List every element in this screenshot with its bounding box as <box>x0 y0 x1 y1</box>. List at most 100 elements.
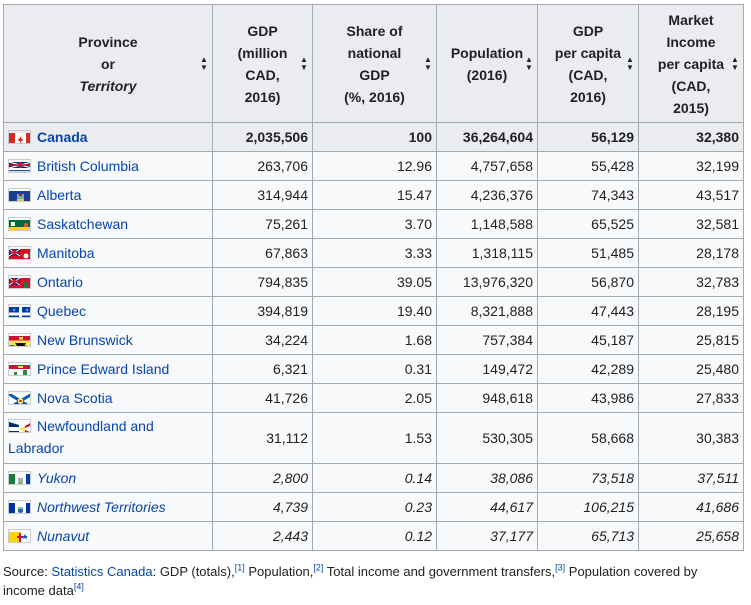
population-cell: 37,177 <box>436 521 538 551</box>
gdp-per-capita-cell: 56,129 <box>537 122 639 152</box>
gdp-per-capita-cell: 43,986 <box>537 383 639 413</box>
table-row: ⚜ ⚜ ⚜ ⚜ Quebec 394,81919.408,321,88847,44328,… <box>3 296 744 326</box>
market-income-cell: 30,383 <box>638 412 744 464</box>
gdp-cell: 2,035,506 <box>212 122 313 152</box>
province-link[interactable]: Quebec <box>37 303 87 319</box>
total-row: Canada 2,035,506 100 36,264,604 56,129 32,380 <box>3 122 744 152</box>
gdp-cell: 41,726 <box>212 383 313 413</box>
market-income-cell: 25,815 <box>638 325 744 355</box>
table-row: Newfoundland and Labrador 31,112 1.53 530,30… <box>3 412 744 464</box>
gdp-per-capita-cell: 47,443 <box>537 296 639 326</box>
province-cell: Nova Scotia <box>3 383 213 413</box>
share-cell: 2.05 <box>312 383 437 413</box>
col-header-share[interactable]: Share of national GDP (%, 2016) ▲ ▼ <box>312 4 437 123</box>
gdp-per-capita-cell: 55,428 <box>537 151 639 181</box>
gdp-cell: 2,800 <box>212 463 313 493</box>
province-link[interactable]: Saskatchewan <box>37 216 129 232</box>
manitoba-flag-icon <box>8 246 31 260</box>
table-row: Nova Scotia 41,726 2.05 948,618 43,986 27,833 <box>3 383 744 413</box>
gdp-cell: 394,819 <box>212 296 313 326</box>
gdp-cell: 75,261 <box>212 209 313 239</box>
sort-icon[interactable]: ▲ ▼ <box>424 54 432 72</box>
province-cell: Yukon <box>3 463 213 493</box>
share-cell: 1.68 <box>312 325 437 355</box>
share-cell: 100 <box>312 122 437 152</box>
gdp-per-capita-cell: 56,870 <box>537 267 639 297</box>
col-header-gdp-per-capita[interactable]: GDP per capita (CAD, 2016) ▲ ▼ <box>537 4 639 123</box>
population-cell: 149,472 <box>436 354 538 384</box>
market-income-cell: 37,511 <box>638 463 744 493</box>
newfoundland-flag-icon <box>8 419 31 433</box>
province-cell: Alberta <box>3 180 213 210</box>
sort-icon[interactable]: ▲ ▼ <box>626 54 634 72</box>
ref-2-link[interactable]: [2] <box>313 562 324 573</box>
col-header-gdp[interactable]: GDP (million CAD, 2016) ▲ ▼ <box>212 4 313 123</box>
share-cell: 19.40 <box>312 296 437 326</box>
gdp-per-capita-cell: 42,289 <box>537 354 639 384</box>
table-row: Alberta 314,944 15.47 4,236,376 74,343 43,517 <box>3 180 744 210</box>
province-link[interactable]: Alberta <box>37 187 82 203</box>
gdp-cell: 31,112 <box>212 412 313 464</box>
province-link[interactable]: Manitoba <box>37 245 95 261</box>
sort-icon[interactable]: ▲ ▼ <box>300 54 308 72</box>
saskatchewan-flag-icon <box>8 217 31 231</box>
sort-icon[interactable]: ▲ ▼ <box>731 54 739 72</box>
gdp-cell: 314,944 <box>212 180 313 210</box>
market-income-cell: 27,833 <box>638 383 744 413</box>
province-link[interactable]: Prince Edward Island <box>37 361 170 377</box>
ref-4-link[interactable]: [4] <box>73 581 84 592</box>
gdp-per-capita-cell: 106,215 <box>537 492 639 522</box>
province-cell: Nunavut <box>3 521 213 551</box>
pei-flag-icon <box>8 362 31 376</box>
col-header-market-income[interactable]: Market Income per capita (CAD, 2015) ▲ ▼ <box>638 4 744 123</box>
gdp-per-capita-cell: 65,713 <box>537 521 639 551</box>
population-cell: 757,384 <box>436 325 538 355</box>
gdp-per-capita-cell: 51,485 <box>537 238 639 268</box>
gdp-cell: 263,706 <box>212 151 313 181</box>
share-cell: 12.96 <box>312 151 437 181</box>
table-row: British Columbia 263,706 12.96 4,757,658 55,… <box>3 151 744 181</box>
share-cell: 0.14 <box>312 463 437 493</box>
population-cell: 4,236,376 <box>436 180 538 210</box>
share-cell: 1.53 <box>312 412 437 464</box>
table-body: Canada 2,035,506 100 36,264,604 56,129 32,380… <box>3 122 744 551</box>
province-link[interactable]: New Brunswick <box>37 332 133 348</box>
province-link[interactable]: Ontario <box>37 274 83 290</box>
province-cell: Prince Edward Island <box>3 354 213 384</box>
province-link[interactable]: British Columbia <box>37 158 139 174</box>
svg-text:⚜: ⚜ <box>25 316 29 318</box>
province-link[interactable]: Nunavut <box>37 528 90 544</box>
sort-icon[interactable]: ▲ ▼ <box>200 54 208 72</box>
ref-3-link[interactable]: [3] <box>555 562 566 573</box>
share-cell: 3.33 <box>312 238 437 268</box>
province-link[interactable]: Labrador <box>8 440 65 456</box>
share-cell: 3.70 <box>312 209 437 239</box>
table-row: Ontario 794,835 39.05 13,976,320 56,870 32,78… <box>3 267 744 297</box>
province-link[interactable]: Northwest Territories <box>37 499 166 515</box>
gdp-cell: 34,224 <box>212 325 313 355</box>
market-income-cell: 41,686 <box>638 492 744 522</box>
table-row: Prince Edward Island 6,321 0.31 149,472 42,2… <box>3 354 744 384</box>
gdp-per-capita-cell: 45,187 <box>537 325 639 355</box>
col-header-province[interactable]: Province or Territory ▲ ▼ <box>3 4 213 123</box>
market-income-cell: 43,517 <box>638 180 744 210</box>
source-note: Source: Statistics Canada: GDP (totals),… <box>3 562 698 598</box>
yukon-flag-icon <box>8 471 31 485</box>
province-link[interactable]: Canada <box>37 129 88 145</box>
svg-text:⚜: ⚜ <box>25 308 29 313</box>
province-link[interactable]: Newfoundland and <box>37 418 154 434</box>
provinces-gdp-table: Province or Territory ▲ ▼ GDP (million CA… <box>3 4 744 551</box>
ref-1-link[interactable]: [1] <box>234 562 245 573</box>
population-cell: 8,321,888 <box>436 296 538 326</box>
nova-scotia-flag-icon <box>8 391 31 405</box>
statistics-canada-link[interactable]: Statistics Canada <box>51 564 153 579</box>
sort-icon[interactable]: ▲ ▼ <box>525 54 533 72</box>
northwest-territories-flag-icon <box>8 500 31 514</box>
gdp-per-capita-cell: 74,343 <box>537 180 639 210</box>
table-row: New Brunswick 34,224 1.68 757,384 45,187 25,8… <box>3 325 744 355</box>
col-header-population[interactable]: Population (2016) ▲ ▼ <box>436 4 538 123</box>
province-link[interactable]: Nova Scotia <box>37 390 113 406</box>
province-link[interactable]: Yukon <box>37 470 77 486</box>
canada-flag-icon <box>8 130 31 144</box>
table-row: Manitoba 67,863 3.33 1,318,115 51,485 28,178 <box>3 238 744 268</box>
